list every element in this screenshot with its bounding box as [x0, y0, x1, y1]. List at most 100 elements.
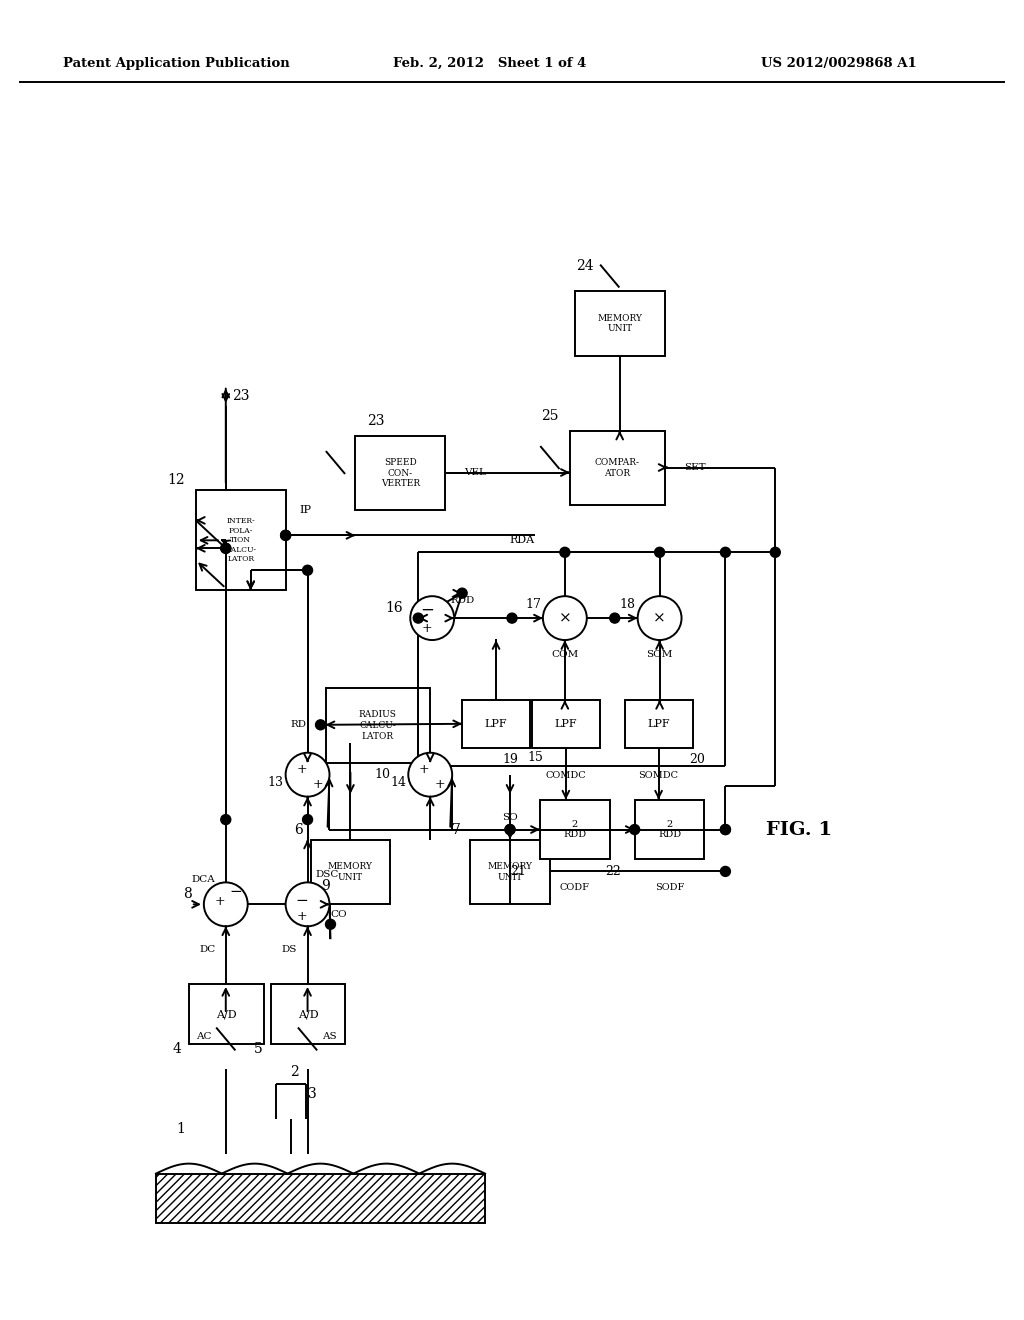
- Text: MEMORY
UNIT: MEMORY UNIT: [487, 862, 532, 882]
- Text: LPF: LPF: [647, 719, 670, 729]
- Text: SODF: SODF: [655, 883, 684, 892]
- Text: SPEED
CON-
VERTER: SPEED CON- VERTER: [381, 458, 420, 488]
- Text: ×: ×: [558, 611, 571, 626]
- Circle shape: [770, 548, 780, 557]
- Text: SOMDC: SOMDC: [639, 771, 679, 780]
- Text: 24: 24: [575, 259, 594, 273]
- Text: 10: 10: [375, 768, 390, 781]
- Text: SOM: SOM: [646, 649, 673, 659]
- Bar: [574, 290, 665, 356]
- Text: 19: 19: [502, 754, 518, 766]
- Text: +: +: [435, 779, 445, 791]
- Circle shape: [414, 612, 423, 623]
- Text: Patent Application Publication: Patent Application Publication: [62, 57, 290, 70]
- Text: −: −: [229, 886, 242, 899]
- Text: DCA: DCA: [191, 875, 216, 884]
- Circle shape: [286, 752, 330, 797]
- Text: RADIUS
CALCU-
LATOR: RADIUS CALCU- LATOR: [359, 710, 397, 741]
- Circle shape: [721, 825, 730, 834]
- Text: +: +: [312, 779, 323, 791]
- Text: VEL: VEL: [464, 469, 486, 477]
- Circle shape: [281, 531, 291, 540]
- Text: US 2012/0029868 A1: US 2012/0029868 A1: [761, 57, 916, 70]
- Text: 6: 6: [294, 822, 303, 837]
- Text: CODF: CODF: [560, 883, 590, 892]
- Text: DC: DC: [200, 945, 216, 954]
- Text: INTER-
POLA-
TION
CALCU-
LATOR: INTER- POLA- TION CALCU- LATOR: [225, 517, 256, 564]
- Text: 3: 3: [308, 1086, 316, 1101]
- Text: FIG. 1: FIG. 1: [766, 821, 833, 838]
- Circle shape: [411, 597, 455, 640]
- Text: +: +: [296, 763, 307, 776]
- Circle shape: [560, 548, 569, 557]
- Text: 7: 7: [452, 822, 461, 837]
- Text: SO: SO: [502, 813, 518, 822]
- Text: +: +: [419, 763, 429, 776]
- Bar: [188, 985, 263, 1044]
- Text: 21: 21: [510, 865, 526, 878]
- Text: 17: 17: [525, 598, 541, 611]
- Circle shape: [721, 866, 730, 876]
- Text: 5: 5: [254, 1041, 263, 1056]
- Bar: [156, 1173, 485, 1224]
- Text: IP: IP: [300, 506, 311, 515]
- Bar: [462, 700, 530, 747]
- Text: LPF: LPF: [555, 719, 578, 729]
- Bar: [531, 700, 600, 747]
- Text: +: +: [214, 895, 225, 908]
- Circle shape: [721, 825, 730, 834]
- Text: RDA: RDA: [509, 536, 535, 545]
- Text: MEMORY
UNIT: MEMORY UNIT: [328, 862, 373, 882]
- Text: +: +: [422, 622, 432, 635]
- Bar: [540, 800, 609, 859]
- Text: 16: 16: [385, 601, 403, 615]
- Text: 23: 23: [232, 388, 250, 403]
- Bar: [326, 688, 430, 763]
- Text: 1: 1: [176, 1122, 185, 1135]
- Text: DS: DS: [282, 945, 297, 954]
- Text: COMDC: COMDC: [546, 771, 586, 780]
- Circle shape: [281, 531, 291, 540]
- Circle shape: [507, 612, 517, 623]
- Text: −: −: [295, 895, 308, 908]
- Text: RDD: RDD: [450, 595, 474, 605]
- Text: AS: AS: [323, 1032, 337, 1041]
- Circle shape: [221, 544, 230, 553]
- Text: LPF: LPF: [484, 719, 507, 729]
- Text: RD: RD: [291, 721, 306, 730]
- Circle shape: [457, 589, 467, 598]
- Bar: [569, 430, 665, 506]
- Circle shape: [302, 565, 312, 576]
- Bar: [310, 840, 390, 904]
- Circle shape: [505, 825, 515, 834]
- Text: A/D: A/D: [216, 1008, 237, 1019]
- Text: 23: 23: [367, 413, 384, 428]
- Circle shape: [286, 882, 330, 927]
- Text: COMPAR-
ATOR: COMPAR- ATOR: [595, 458, 640, 478]
- Text: 4: 4: [172, 1041, 181, 1056]
- Text: 15: 15: [527, 751, 543, 764]
- Text: 12: 12: [167, 474, 184, 487]
- Circle shape: [654, 548, 665, 557]
- Text: 2
RDD: 2 RDD: [658, 820, 681, 840]
- Bar: [470, 840, 550, 904]
- Circle shape: [302, 814, 312, 825]
- Circle shape: [204, 882, 248, 927]
- Circle shape: [543, 597, 587, 640]
- Bar: [635, 800, 705, 859]
- Bar: [196, 491, 286, 590]
- Circle shape: [409, 752, 453, 797]
- Text: AC: AC: [196, 1032, 212, 1041]
- Text: 2
RDD: 2 RDD: [563, 820, 587, 840]
- Text: CO: CO: [330, 909, 347, 919]
- Circle shape: [221, 814, 230, 825]
- Text: 8: 8: [183, 887, 193, 902]
- Text: 25: 25: [541, 409, 559, 422]
- Text: DSC: DSC: [315, 870, 339, 879]
- Circle shape: [221, 544, 230, 553]
- Text: Feb. 2, 2012   Sheet 1 of 4: Feb. 2, 2012 Sheet 1 of 4: [393, 57, 587, 70]
- Text: +: +: [296, 909, 307, 923]
- Bar: [355, 436, 445, 511]
- Text: 14: 14: [390, 776, 407, 789]
- Text: COM: COM: [551, 649, 579, 659]
